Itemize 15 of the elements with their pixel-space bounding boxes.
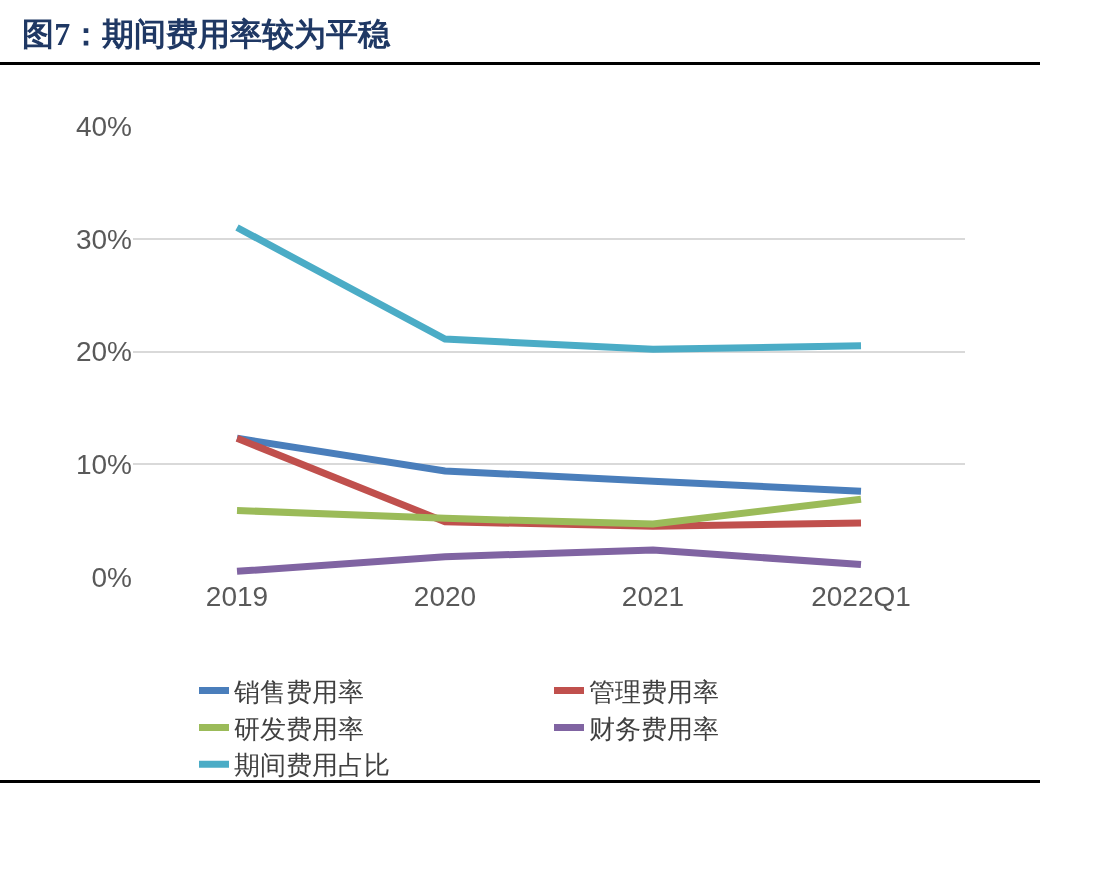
y-tick-label: 0%: [91, 561, 132, 593]
legend-label: 期间费用占比: [234, 751, 390, 781]
x-tick-label: 2020: [413, 581, 477, 612]
y-tick-label: 40%: [75, 110, 132, 142]
legend-label: 财务费用率: [589, 714, 719, 744]
x-tick-label: 2021: [621, 581, 685, 612]
chart-title: 图7：期间费用率较为平稳: [22, 15, 392, 52]
legend-label: 销售费用率: [233, 677, 364, 707]
y-tick-label: 20%: [75, 336, 132, 368]
legend-label: 管理费用率: [589, 677, 719, 707]
y-tick-label: 10%: [75, 449, 132, 481]
legend-label: 研发费用率: [234, 714, 364, 744]
x-tick-label: 2019: [205, 581, 269, 612]
y-tick-label: 30%: [75, 223, 132, 255]
x-tick-label: 2022Q1: [811, 581, 911, 612]
